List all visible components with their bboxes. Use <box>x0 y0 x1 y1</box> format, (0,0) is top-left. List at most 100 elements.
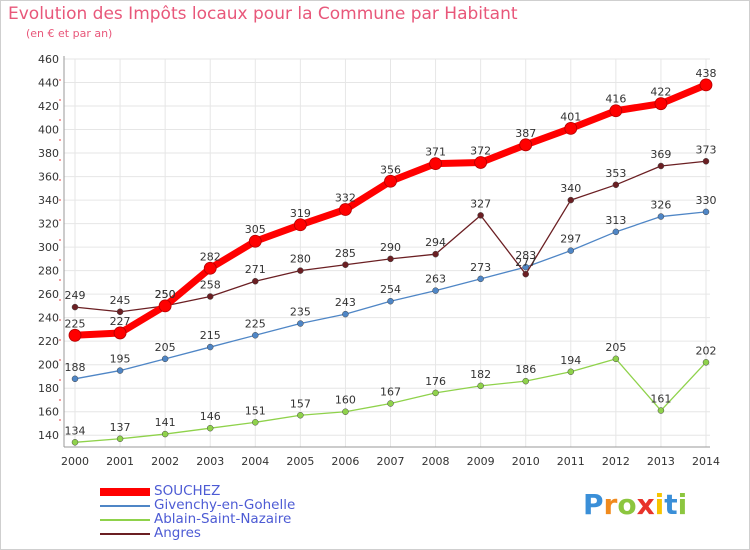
data-point <box>474 156 488 169</box>
y-tick-label: 140 <box>38 429 59 442</box>
data-point <box>519 138 533 152</box>
data-label: 416 <box>605 93 626 106</box>
legend-label: Angres <box>154 525 201 541</box>
y-tick-label: 160 <box>38 406 59 419</box>
data-point <box>68 328 82 342</box>
y-tick-label: 220 <box>38 335 59 348</box>
data-label: 202 <box>696 344 717 357</box>
data-point <box>297 412 304 419</box>
data-point <box>702 158 710 165</box>
data-label: 330 <box>696 194 717 207</box>
data-point <box>293 218 307 232</box>
data-label: 277 <box>515 256 536 269</box>
data-point <box>297 320 304 327</box>
x-tick-label: 2001 <box>106 455 134 468</box>
legend-label: SOUCHEZ <box>154 483 221 499</box>
data-label: 327 <box>470 197 491 210</box>
data-label: 319 <box>290 207 311 220</box>
data-label: 235 <box>290 306 311 319</box>
data-label: 294 <box>425 236 446 249</box>
data-point <box>657 213 665 220</box>
data-point <box>432 389 439 397</box>
y-tick-label: 320 <box>38 218 59 231</box>
data-point <box>654 97 668 111</box>
data-label: 249 <box>65 289 86 302</box>
data-point <box>342 261 349 269</box>
data-point <box>116 367 124 374</box>
data-label: 141 <box>155 416 176 429</box>
x-tick-label: 2009 <box>467 455 495 468</box>
data-point <box>522 377 529 385</box>
data-label: 401 <box>560 110 581 123</box>
data-label: 250 <box>155 288 176 301</box>
data-label: 205 <box>605 341 626 354</box>
data-label: 195 <box>110 353 131 366</box>
data-point <box>252 332 259 339</box>
y-tick-label: 180 <box>38 382 59 395</box>
x-tick-label: 2007 <box>377 455 405 468</box>
chart-title: Evolution des Impôts locaux pour la Comm… <box>8 4 518 24</box>
data-point <box>116 435 124 443</box>
data-point <box>113 326 127 340</box>
data-point <box>71 375 79 383</box>
data-point <box>384 174 397 188</box>
x-tick-label: 2004 <box>241 455 269 468</box>
data-point <box>567 368 575 376</box>
data-label: 225 <box>65 317 86 330</box>
logo-letter: x <box>636 488 655 521</box>
data-point <box>158 299 172 313</box>
data-point <box>387 400 394 407</box>
data-label: 254 <box>380 283 401 296</box>
data-point <box>206 293 214 300</box>
data-label: 283 <box>515 249 536 262</box>
y-tick-label: 260 <box>38 288 59 301</box>
data-point <box>387 297 394 305</box>
data-label: 356 <box>380 163 401 176</box>
x-tick-label: 2012 <box>602 455 630 468</box>
legend-label: Ablain-Saint-Nazaire <box>154 511 292 527</box>
data-label: 326 <box>650 199 671 212</box>
data-point <box>522 270 529 278</box>
y-tick-label: 460 <box>38 53 59 66</box>
x-tick-label: 2005 <box>286 455 314 468</box>
data-label: 188 <box>65 361 86 374</box>
data-label: 305 <box>245 223 266 236</box>
data-label: 285 <box>335 247 356 260</box>
data-label: 215 <box>200 329 221 342</box>
data-label: 438 <box>696 67 717 80</box>
y-tick-label: 420 <box>38 100 59 113</box>
y-tick-label: 280 <box>38 265 59 278</box>
data-point <box>342 408 349 415</box>
data-label: 371 <box>425 146 446 159</box>
data-label: 134 <box>65 424 86 437</box>
data-point <box>477 212 484 219</box>
data-label: 205 <box>155 341 176 354</box>
data-label: 297 <box>560 233 581 246</box>
data-point <box>522 263 529 271</box>
data-point <box>206 343 214 351</box>
data-label: 176 <box>425 375 446 388</box>
data-point <box>71 303 79 311</box>
data-point <box>71 439 79 446</box>
y-tick-label: 380 <box>38 147 59 160</box>
x-tick-label: 2010 <box>512 455 540 468</box>
data-point <box>432 250 439 258</box>
data-point <box>567 247 575 254</box>
logo-letter: r <box>603 488 618 521</box>
data-point <box>612 355 620 363</box>
legend-swatch <box>100 533 150 535</box>
data-point <box>206 424 214 432</box>
y-tick-label: 400 <box>38 124 59 137</box>
data-point <box>477 275 484 283</box>
data-point <box>387 255 394 263</box>
legend-swatch <box>100 488 150 496</box>
x-tick-label: 2013 <box>647 455 675 468</box>
data-label: 194 <box>560 354 581 367</box>
logo-letter: i <box>654 488 665 521</box>
data-point <box>161 430 169 438</box>
y-tick-label: 300 <box>38 241 59 254</box>
data-point <box>161 355 169 363</box>
data-label: 250 <box>155 288 176 301</box>
x-tick-label: 2014 <box>692 455 720 468</box>
